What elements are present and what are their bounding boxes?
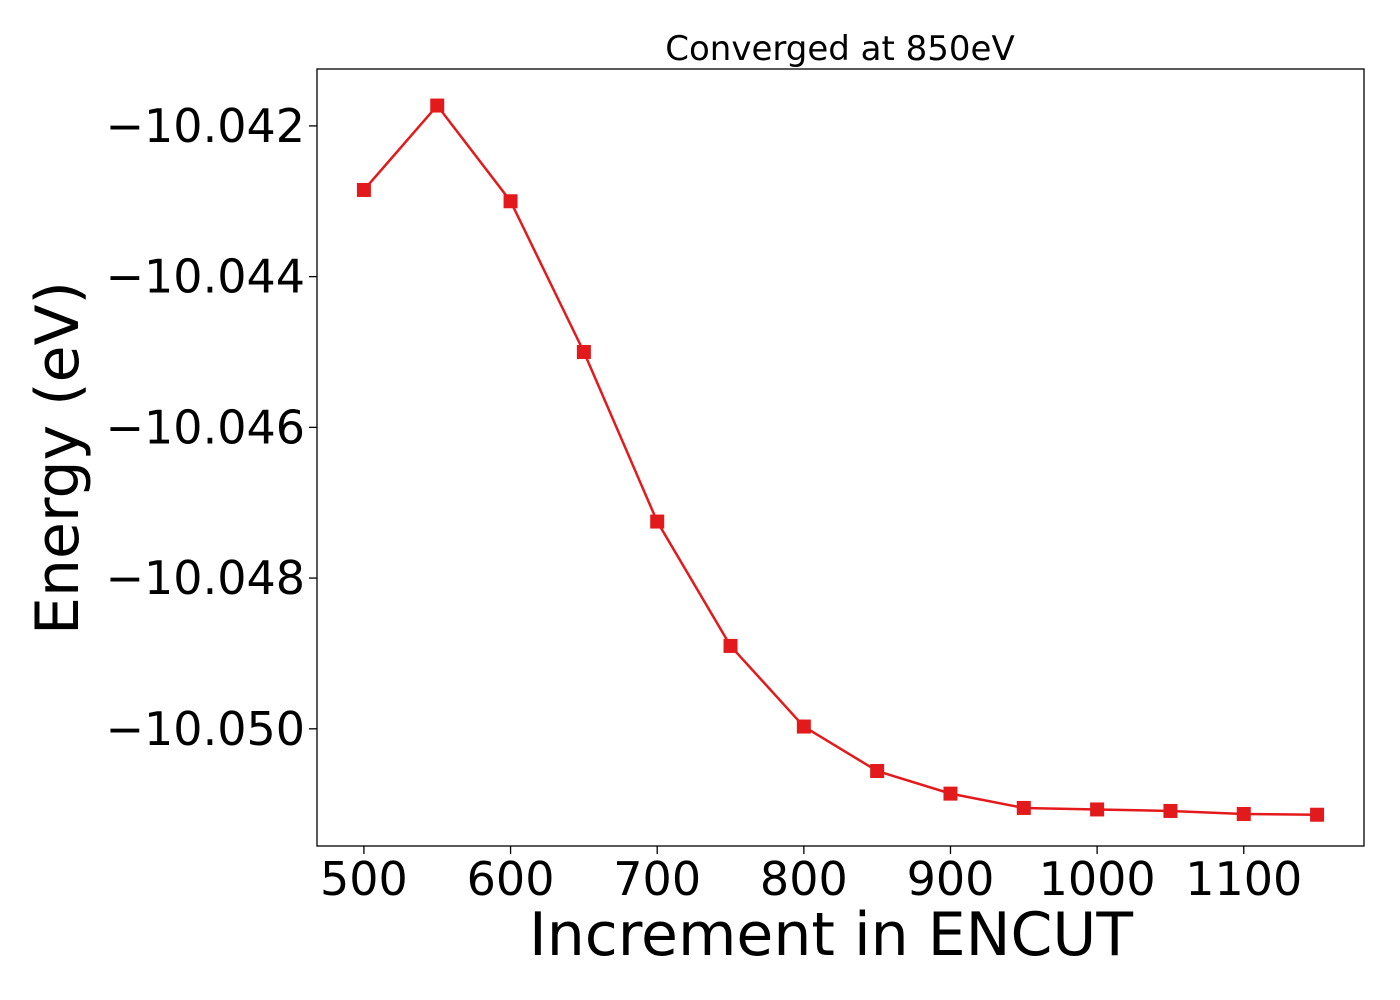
x-axis-ticks: 500 600 700 800 900 1000 1100 [320,846,1302,906]
data-point-marker [430,98,445,113]
data-point-marker [503,194,518,209]
y-tick-label: −10.042 [106,99,306,153]
x-tick-label: 900 [907,852,995,906]
x-tick-label: 500 [320,852,408,906]
chart-title: Converged at 850eV [665,29,1014,69]
data-point-marker [1236,806,1251,821]
series-line [362,103,1318,816]
data-point-marker [650,514,665,529]
data-point-marker [1090,802,1105,817]
y-tick-label: −10.050 [106,702,306,756]
x-tick-label: 1100 [1185,852,1302,906]
data-point-marker [576,344,591,359]
data-point-marker [870,764,885,779]
data-point-marker [796,719,811,734]
x-tick-label: 1000 [1039,852,1156,906]
data-point-marker [1016,800,1031,815]
data-point-marker [723,638,738,653]
x-tick-label: 800 [760,852,848,906]
x-tick-label: 700 [613,852,701,906]
x-tick-label: 600 [467,852,555,906]
data-point-marker [943,786,958,801]
data-point-marker [1163,803,1178,818]
data-point-marker [356,182,371,197]
x-axis-label: Increment in ENCUT [529,900,1133,970]
y-tick-label: −10.044 [106,250,306,304]
series-layer [356,98,1325,822]
y-tick-label: −10.048 [106,551,306,605]
data-point-marker [1310,807,1325,822]
y-axis-label: Energy (eV) [23,281,93,635]
y-axis-ticks: −10.042 −10.044 −10.046 −10.048 −10.050 [106,99,317,756]
plot-frame [316,68,1365,847]
y-tick-label: −10.046 [106,400,306,454]
